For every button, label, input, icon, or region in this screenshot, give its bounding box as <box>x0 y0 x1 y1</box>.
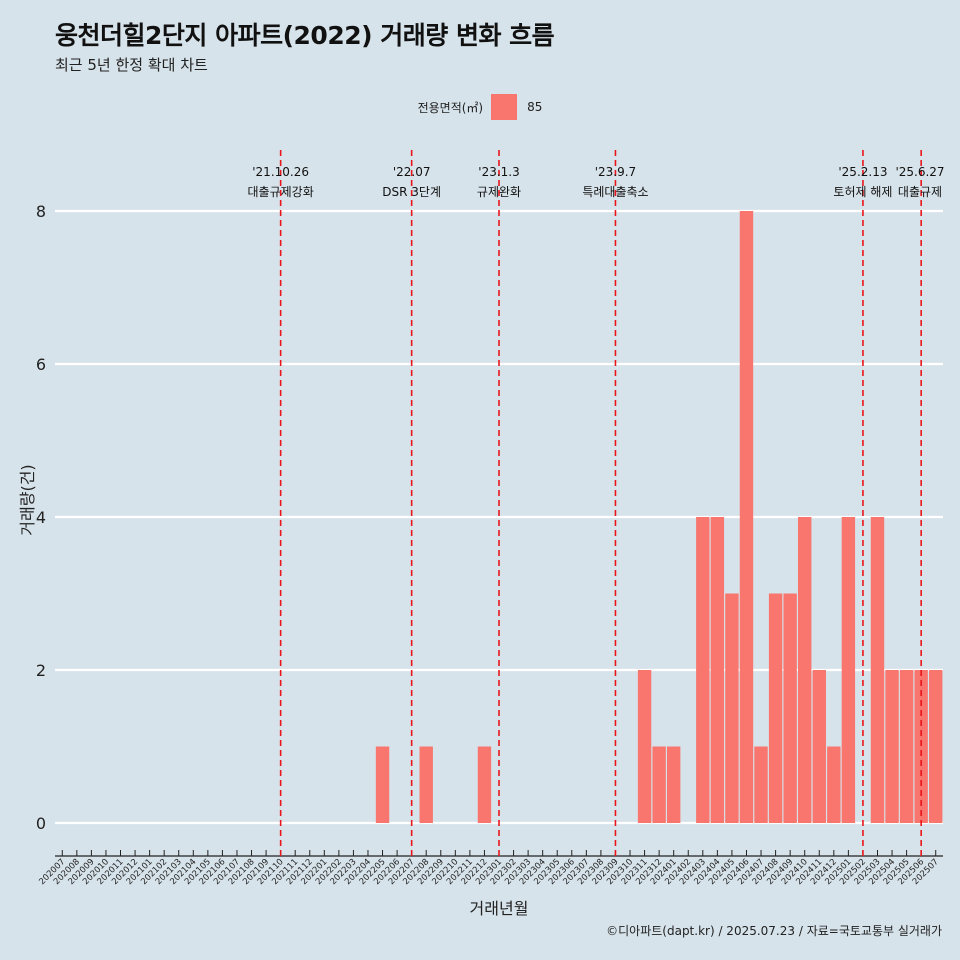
bar <box>899 670 914 823</box>
bar <box>696 517 710 823</box>
event-label: DSR 3단계 <box>382 185 441 199</box>
bar <box>725 593 739 823</box>
bar <box>637 670 652 823</box>
bar <box>710 517 725 823</box>
event-date: '25.6.27 <box>895 165 944 179</box>
event-date: '22.07 <box>393 165 431 179</box>
bar <box>419 746 433 823</box>
bar <box>739 211 754 823</box>
event-date: '21.10.26 <box>252 165 309 179</box>
bar <box>666 746 681 823</box>
event-date: '23.9.7 <box>595 165 636 179</box>
bar <box>827 746 841 823</box>
y-tick-label: 4 <box>36 508 46 527</box>
y-tick-label: 8 <box>36 202 46 221</box>
event-label: 특례대출축소 <box>582 185 648 199</box>
legend-label: 85 <box>527 100 543 114</box>
y-tick-label: 0 <box>36 814 46 833</box>
bar <box>798 517 812 823</box>
bar <box>754 746 768 823</box>
event-date: '23.1.3 <box>478 165 519 179</box>
y-tick-label: 2 <box>36 661 46 680</box>
bar <box>783 593 797 823</box>
event-label: 대출규제강화 <box>248 185 314 199</box>
bar <box>812 670 826 823</box>
legend-title: 전용면적(㎡) <box>417 100 484 115</box>
legend-swatch <box>491 94 518 120</box>
bar <box>841 517 856 823</box>
event-label: 토허제 해제 <box>833 185 892 199</box>
y-tick-label: 6 <box>36 355 46 374</box>
event-label: 대출규제 <box>898 185 942 199</box>
chart-title: 웅천더힐2단지 아파트(2022) 거래량 변화 흐름 <box>55 21 555 50</box>
event-label: 규제완화 <box>477 185 521 199</box>
bar <box>375 746 390 823</box>
bar <box>885 670 899 823</box>
x-axis-title: 거래년월 <box>470 899 529 918</box>
bar <box>929 670 943 823</box>
event-date: '25.2.13 <box>838 165 887 179</box>
chart-subtitle: 최근 5년 한정 확대 차트 <box>55 56 208 74</box>
chart-caption: ©디아파트(dapt.kr) / 2025.07.23 / 자료=국토교통부 실… <box>606 924 942 938</box>
bar <box>914 670 928 823</box>
legend: 전용면적(㎡) 85 <box>0 94 960 120</box>
bar <box>652 746 666 823</box>
bar <box>477 746 492 823</box>
bar <box>870 517 885 823</box>
y-axis-title: 거래량(건) <box>18 464 37 535</box>
bar <box>768 593 783 823</box>
